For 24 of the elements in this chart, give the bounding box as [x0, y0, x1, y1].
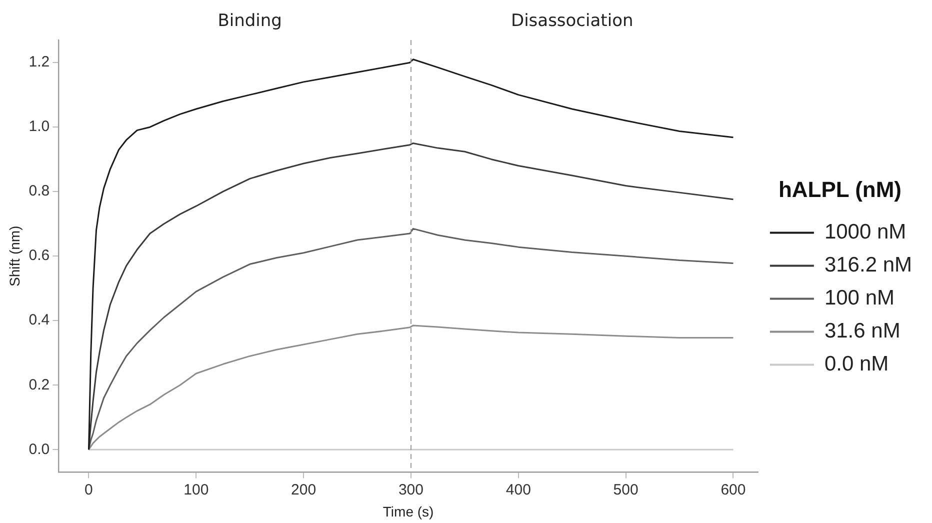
x-tick-label: 500 [613, 481, 638, 498]
y-tick-label: 0.2 [28, 376, 50, 394]
legend-label: 1000 nM [824, 220, 906, 244]
legend-label: 31.6 nM [824, 319, 900, 342]
y-tick-label: 1.0 [28, 118, 50, 136]
y-tick-label: 0.8 [28, 182, 50, 200]
y-tick-label: 0.6 [28, 247, 50, 264]
y-tick-label: 1.2 [28, 54, 50, 71]
x-axis-title: Time (s) [382, 503, 434, 520]
x-tick-label: 600 [720, 481, 746, 498]
text: Binding [218, 10, 282, 31]
y-tick-label: 0.4 [28, 312, 50, 329]
x-tick-label: 200 [291, 481, 316, 498]
x-tick-label: 100 [184, 481, 209, 498]
x-tick-label: 400 [506, 481, 531, 498]
text: Disassociation [510, 10, 634, 31]
legend-title: hALPL (nM) [778, 176, 902, 202]
legend-label: 100 nM [824, 286, 894, 310]
x-tick-label: 0 [84, 481, 93, 498]
x-tick-label: 300 [398, 481, 424, 498]
y-tick-label: 0.0 [28, 440, 50, 458]
legend-label: 316.2 nM [824, 253, 912, 276]
y-axis-title: Shift (nm) [6, 226, 22, 286]
legend-label: 0.0 nM [824, 352, 889, 376]
